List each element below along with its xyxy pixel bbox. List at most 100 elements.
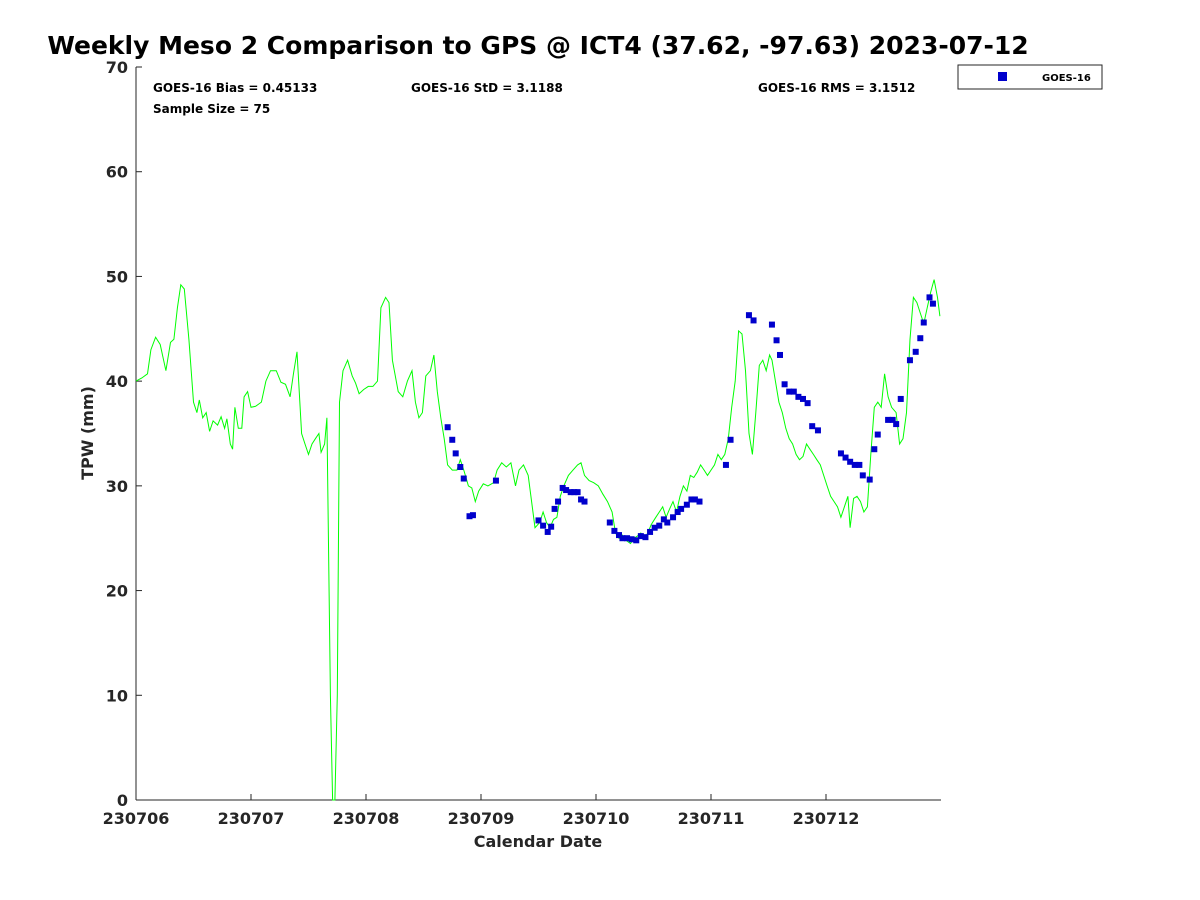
goes16-point xyxy=(660,516,667,523)
goes16-point xyxy=(842,454,849,461)
goes16-point xyxy=(642,534,649,541)
goes16-point xyxy=(466,513,473,520)
x-tick-label: 230708 xyxy=(333,809,400,828)
goes16-point xyxy=(559,484,566,491)
goes16-point xyxy=(574,489,581,496)
goes16-point xyxy=(871,446,878,453)
plot-frame xyxy=(136,67,941,800)
y-ticks: 0 10 20 30 40 50 60 70 xyxy=(106,58,142,810)
goes16-point xyxy=(790,388,797,395)
goes16-point xyxy=(633,537,640,544)
goes16-series xyxy=(444,294,936,544)
x-ticks: 230706 230707 230708 230709 230710 230711 2307… xyxy=(103,794,860,828)
goes16-point xyxy=(469,512,476,519)
goes16-point xyxy=(616,532,622,539)
goes16-point xyxy=(551,505,558,512)
chart-title: Weekly Meso 2 Comparison to GPS @ ICT4 (… xyxy=(47,31,1028,60)
goes16-point xyxy=(777,351,783,358)
goes16-point xyxy=(678,505,685,512)
gps-series-line xyxy=(135,279,941,801)
goes16-point xyxy=(449,436,456,443)
goes16-point xyxy=(674,509,681,516)
goes16-point xyxy=(859,472,866,479)
goes16-point xyxy=(452,450,459,457)
goes16-point xyxy=(651,524,658,531)
y-tick-label: 20 xyxy=(106,582,128,601)
goes16-point xyxy=(874,431,881,438)
goes16-point xyxy=(688,496,695,503)
goes16-point xyxy=(656,522,663,529)
goes16-point xyxy=(847,458,854,465)
std-annotation: GOES-16 StD = 3.1188 xyxy=(411,81,563,95)
sample-size-annotation: Sample Size = 75 xyxy=(153,102,270,116)
goes16-point xyxy=(768,321,775,328)
goes16-point xyxy=(578,496,585,503)
goes16-point xyxy=(696,498,703,505)
goes16-point xyxy=(745,312,752,319)
goes16-point xyxy=(457,464,464,471)
goes16-point xyxy=(929,300,936,307)
goes16-point xyxy=(444,424,451,431)
goes16-point xyxy=(920,319,927,326)
goes16-point xyxy=(773,337,780,344)
x-tick-label: 230710 xyxy=(563,809,630,828)
goes16-point xyxy=(683,501,690,508)
y-tick-label: 40 xyxy=(106,372,128,391)
legend-label-goes16: GOES-16 xyxy=(1042,73,1091,84)
goes16-point xyxy=(851,461,858,468)
goes16-point xyxy=(727,436,734,443)
goes16-point xyxy=(637,533,644,540)
x-tick-label: 230707 xyxy=(218,809,285,828)
goes16-point xyxy=(800,395,806,402)
goes16-point xyxy=(781,381,788,388)
goes16-point xyxy=(460,475,467,482)
goes16-point xyxy=(571,489,578,496)
goes16-point xyxy=(664,519,671,526)
goes16-point xyxy=(889,416,896,423)
goes16-point xyxy=(624,535,631,542)
x-tick-label: 230706 xyxy=(103,809,170,828)
legend: GOES-16 xyxy=(957,64,1103,90)
goes16-point xyxy=(814,427,821,434)
goes16-point xyxy=(628,536,635,543)
goes16-point xyxy=(647,528,654,535)
x-tick-label: 230711 xyxy=(678,809,745,828)
goes16-point xyxy=(670,514,677,521)
y-tick-label: 50 xyxy=(106,267,128,286)
goes16-point xyxy=(606,519,613,526)
goes16-point xyxy=(795,393,802,400)
goes16-point xyxy=(535,517,542,524)
y-axis-label: TPW (mm) xyxy=(78,386,97,480)
goes16-point xyxy=(897,395,904,402)
goes16-point xyxy=(804,400,811,407)
x-axis-label: Calendar Date xyxy=(474,832,603,851)
goes16-point xyxy=(750,317,757,324)
y-tick-label: 60 xyxy=(106,163,128,182)
goes16-point xyxy=(786,388,793,395)
goes16-point xyxy=(722,461,729,468)
goes16-point xyxy=(809,423,816,430)
stats-annotations: GOES-16 Bias = 0.45133 GOES-16 StD = 3.1… xyxy=(153,81,915,116)
goes16-point xyxy=(856,461,863,468)
goes16-point xyxy=(581,498,588,505)
goes16-point xyxy=(837,450,844,457)
goes16-point xyxy=(492,477,499,484)
y-tick-label: 10 xyxy=(106,686,128,705)
goes16-point xyxy=(917,335,924,342)
legend-box xyxy=(957,64,1103,90)
goes16-point xyxy=(563,487,570,494)
goes16-point xyxy=(893,421,900,428)
goes16-point xyxy=(691,496,698,503)
gps-series xyxy=(135,279,941,801)
goes16-point xyxy=(866,476,873,483)
x-tick-label: 230712 xyxy=(793,809,860,828)
goes16-point xyxy=(906,357,913,364)
x-tick-label: 230709 xyxy=(448,809,515,828)
bias-annotation: GOES-16 Bias = 0.45133 xyxy=(153,81,317,95)
goes16-point xyxy=(555,498,562,505)
goes16-point xyxy=(885,416,892,423)
plot-area: 0 10 20 30 40 50 60 70 230706 230707 230708 230709… xyxy=(103,58,941,828)
legend-marker-goes16 xyxy=(998,72,1007,81)
goes16-point xyxy=(567,489,574,496)
